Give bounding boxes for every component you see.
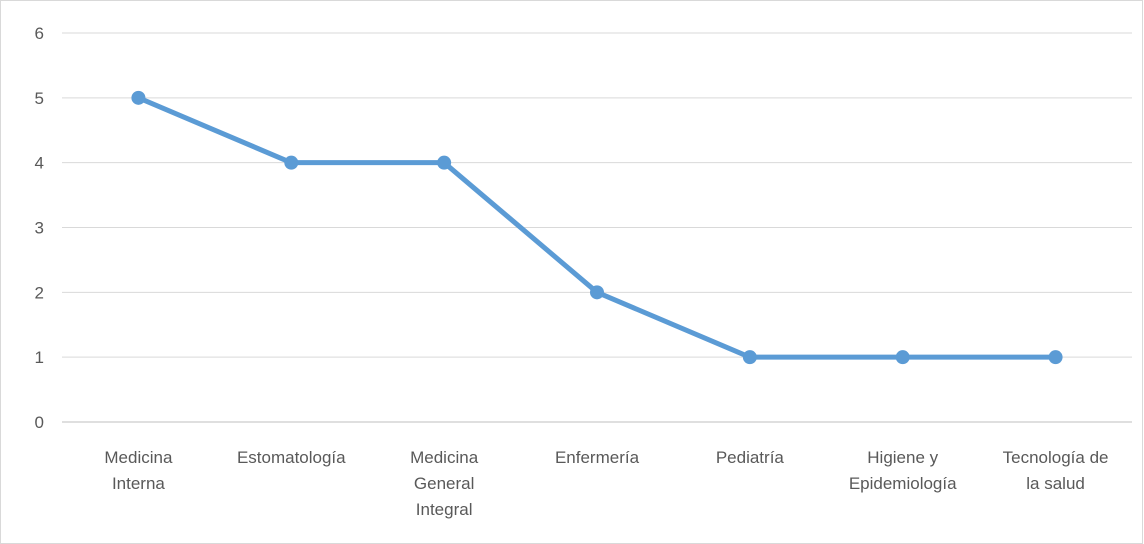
data-point [131,90,146,105]
y-tick-label: 2 [35,283,44,302]
data-point [895,350,910,365]
x-category-label: Tecnología de la salud [1003,448,1109,493]
y-tick-label: 6 [35,24,44,43]
x-category-label: Medicina Interna [104,448,173,493]
y-tick-label: 5 [35,89,44,108]
x-category-label: Medicina General Integral [410,448,479,519]
x-category-label: Enfermería [555,448,640,467]
y-axis-ticks: 0 1 2 3 4 5 6 [35,24,44,432]
y-tick-label: 4 [35,154,44,173]
data-point [1048,350,1063,365]
x-category-label: Estomatología [237,448,346,467]
x-axis-categories: Medicina Interna Estomatología Medicina Gene… [104,448,1108,519]
data-point [437,155,452,170]
series-layer [131,90,1063,365]
gridlines [62,32,1132,423]
y-tick-label: 0 [35,413,44,432]
y-tick-label: 1 [35,348,44,367]
data-point [590,285,604,300]
y-tick-label: 3 [35,219,44,238]
data-point [284,155,299,170]
x-category-label: Higiene y Epidemiología [849,448,957,493]
data-point [742,350,757,365]
x-category-label: Pediatría [716,448,785,467]
